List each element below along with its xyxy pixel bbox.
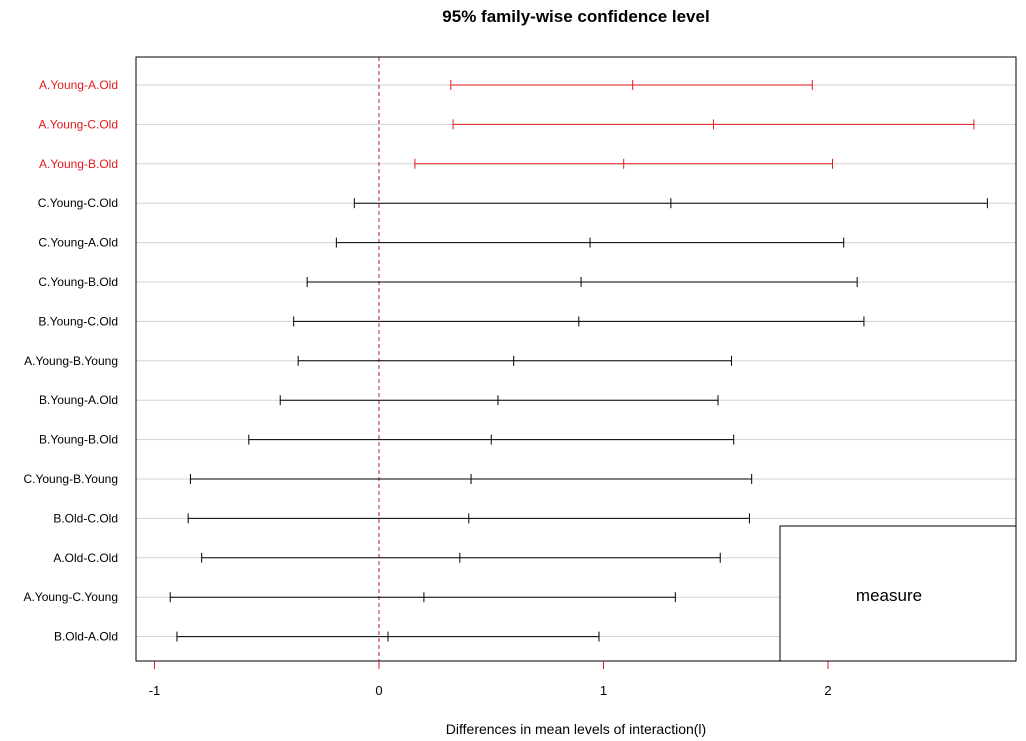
category-labels: A.Young-A.Old A.Young-C.Old A.Young-B.Old C…	[23, 78, 118, 644]
interval-b-young-c-old	[293, 316, 865, 327]
x-tick-label: 0	[375, 683, 382, 698]
interval-a-young-b-young	[297, 355, 732, 366]
legend-box	[779, 525, 1017, 662]
interval-c-young-c-old	[353, 198, 988, 209]
interval-c-young-a-old	[335, 237, 845, 248]
category-label: A.Young-C.Young	[23, 590, 118, 604]
chart-title: 95% family-wise confidence level	[442, 7, 709, 26]
category-label: A.Young-A.Old	[39, 78, 118, 92]
interval-c-young-b-young	[189, 474, 753, 484]
category-label: A.Old-C.Old	[53, 551, 118, 565]
x-axis-ticks: -1 0 1 2	[149, 661, 832, 698]
category-label: A.Young-B.Old	[39, 157, 118, 171]
interval-a-young-a-old	[450, 80, 813, 90]
interval-b-young-a-old	[279, 395, 719, 406]
category-label: A.Young-C.Old	[38, 117, 118, 131]
interval-b-old-a-old	[176, 631, 600, 642]
category-label: B.Old-C.Old	[53, 511, 118, 525]
category-label: A.Young-B.Young	[24, 354, 118, 368]
interval-a-young-c-old	[452, 119, 975, 130]
category-label: C.Young-C.Old	[38, 196, 118, 210]
category-label: B.Young-C.Old	[38, 314, 118, 328]
x-tick-label: 2	[824, 683, 831, 698]
x-tick-label: -1	[149, 683, 161, 698]
interval-a-old-c-old	[201, 552, 721, 563]
plot-frame	[135, 56, 1017, 662]
category-label: C.Young-B.Young	[23, 472, 118, 486]
category-label: B.Old-A.Old	[54, 630, 118, 644]
interval-a-young-c-young	[169, 592, 676, 603]
legend: measure	[779, 525, 1017, 662]
category-label: B.Young-B.Old	[39, 433, 118, 447]
category-label: C.Young-B.Old	[38, 275, 118, 289]
legend-label: measure	[856, 586, 922, 605]
x-axis-label: Differences in mean levels of interactio…	[446, 721, 706, 737]
interval-b-young-b-old	[248, 434, 735, 445]
interval-a-young-b-old	[414, 158, 833, 169]
interval-b-old-c-old	[187, 513, 750, 524]
interval-bars	[169, 80, 988, 642]
x-tick-label: 1	[600, 683, 607, 698]
category-label: C.Young-A.Old	[38, 236, 118, 250]
category-label: B.Young-A.Old	[39, 393, 118, 407]
interval-c-young-b-old	[306, 277, 858, 287]
